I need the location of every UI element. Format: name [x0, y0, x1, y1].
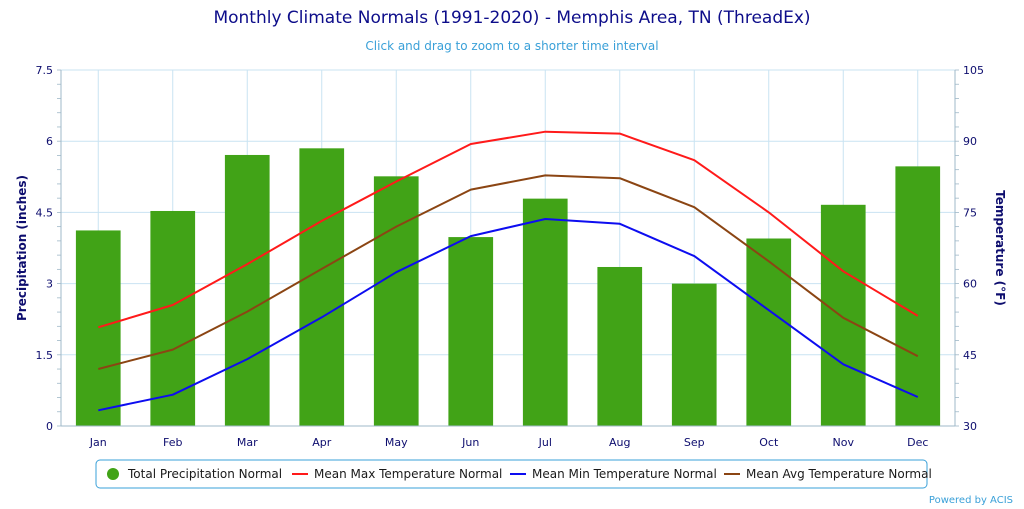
- mean-max-temperature-normal-line: [98, 130, 919, 329]
- precipitation-bar: [224, 154, 270, 426]
- axes: 0 1.5 3 4.5 6 7.5 30 45 60 75 90 105 Jan Feb Mar Apr May…: [36, 64, 985, 449]
- mean-min-temperature-normal-line: [98, 218, 919, 412]
- precipitation-bar: [597, 266, 643, 426]
- x-tick-label: Jan: [89, 436, 107, 449]
- chart-title: Monthly Climate Normals (1991-2020) - Me…: [213, 8, 810, 28]
- right-tick-label: 75: [963, 206, 977, 219]
- right-axis-title: Temperature (°F): [993, 190, 1007, 306]
- legend-label[interactable]: Mean Min Temperature Normal: [532, 467, 717, 481]
- right-tick-label: 30: [963, 420, 977, 433]
- x-tick-label: Aug: [609, 436, 630, 449]
- x-tick-label: Jul: [538, 436, 552, 449]
- precipitation-bar: [746, 238, 792, 426]
- x-tick-label: Mar: [237, 436, 258, 449]
- precipitation-bar: [671, 283, 717, 426]
- precipitation-bar: [150, 210, 196, 426]
- precipitation-bar: [820, 204, 866, 426]
- precipitation-bar: [75, 230, 121, 426]
- legend-marker-precipitation: [107, 468, 119, 480]
- mean-avg-temperature-normal-line: [98, 174, 919, 370]
- precipitation-bar: [373, 176, 419, 426]
- x-tick-label: Jun: [461, 436, 479, 449]
- legend-label[interactable]: Mean Avg Temperature Normal: [746, 467, 932, 481]
- acis-credit[interactable]: Powered by ACIS: [929, 495, 1013, 506]
- right-tick-label: 90: [963, 135, 977, 148]
- x-tick-label: Nov: [833, 436, 855, 449]
- left-tick-label: 6: [46, 135, 53, 148]
- x-tick-label: Oct: [759, 436, 779, 449]
- left-axis-title: Precipitation (inches): [15, 175, 29, 321]
- x-tick-label: Sep: [684, 436, 705, 449]
- left-tick-label: 1.5: [36, 349, 54, 362]
- x-tick-label: Apr: [312, 436, 332, 449]
- left-tick-label: 7.5: [36, 64, 54, 77]
- legend-label[interactable]: Mean Max Temperature Normal: [314, 467, 502, 481]
- x-tick-label: May: [385, 436, 408, 449]
- precipitation-bar: [522, 198, 568, 426]
- precipitation-bar: [895, 166, 941, 426]
- left-tick-label: 0: [46, 420, 53, 433]
- precipitation-bar: [448, 237, 494, 426]
- legend[interactable]: Total Precipitation Normal Mean Max Tempe…: [95, 459, 932, 489]
- legend-label[interactable]: Total Precipitation Normal: [127, 467, 282, 481]
- temperature-lines: [98, 130, 919, 412]
- left-tick-label: 3: [46, 278, 53, 291]
- right-tick-label: 45: [963, 349, 977, 362]
- x-tick-label: Dec: [907, 436, 928, 449]
- precipitation-bars: [75, 148, 941, 426]
- x-tick-label: Feb: [163, 436, 182, 449]
- left-tick-label: 4.5: [36, 206, 54, 219]
- right-tick-label: 60: [963, 278, 977, 291]
- zoom-hint: Click and drag to zoom to a shorter time…: [365, 39, 658, 53]
- right-tick-label: 105: [963, 64, 984, 77]
- precipitation-bar: [299, 148, 345, 426]
